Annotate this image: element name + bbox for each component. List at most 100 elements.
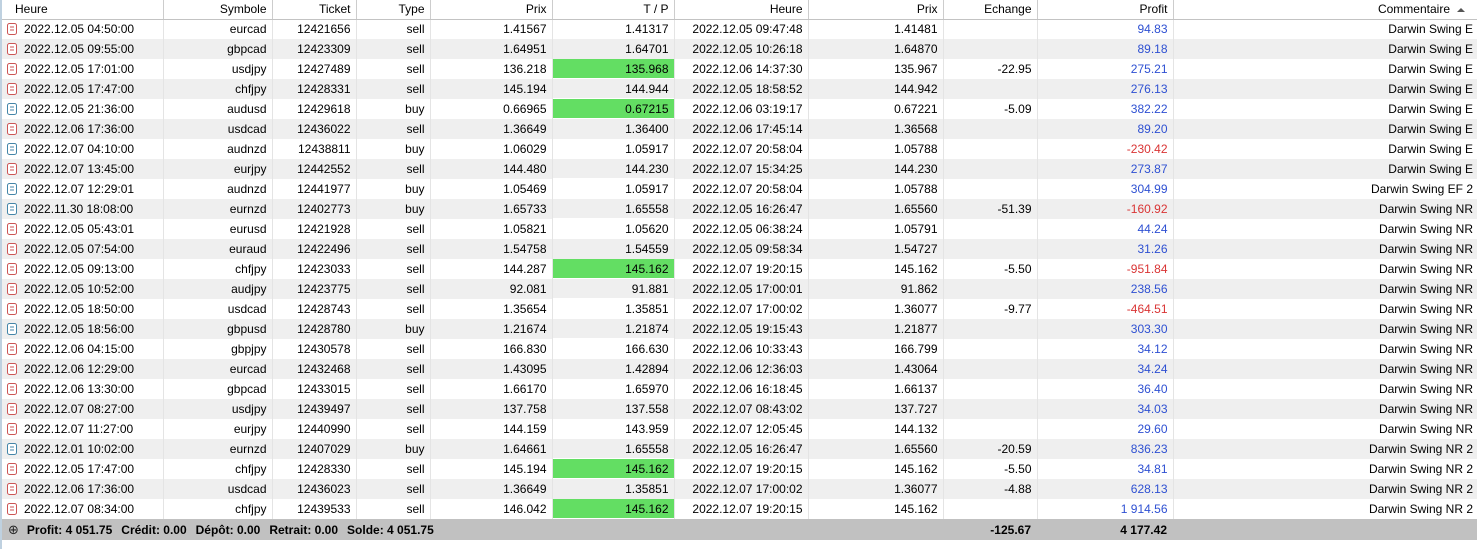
- open-time-cell: 2022.12.07 13:45:00: [2, 159, 164, 179]
- table-row[interactable]: 2022.12.05 17:01:00 usdjpy 12427489 sell 136…: [2, 59, 1477, 79]
- profit-cell: 34.81: [1037, 459, 1174, 479]
- column-header-close-time[interactable]: Heure: [674, 0, 809, 20]
- column-header-open-price[interactable]: Prix: [430, 0, 553, 20]
- open-time-text: 2022.12.05 10:52:00: [24, 282, 135, 296]
- table-row[interactable]: 2022.12.05 05:43:01 eurusd 12421928 sell 1.0…: [2, 219, 1477, 239]
- column-header-symbol[interactable]: Symbole: [163, 0, 273, 20]
- column-header-type[interactable]: Type: [356, 0, 431, 20]
- column-header-swap[interactable]: Echange: [943, 0, 1038, 20]
- ticket-cell: 12428331: [272, 79, 357, 99]
- close-time-cell: 2022.12.07 17:00:02: [674, 479, 809, 499]
- open-time-cell: 2022.12.05 07:54:00: [2, 239, 164, 259]
- summary-item: Crédit: 0.00: [121, 522, 187, 537]
- table-row[interactable]: 2022.12.05 07:54:00 euraud 12422496 sell 1.5…: [2, 239, 1477, 259]
- sell-trade-icon: [7, 343, 17, 355]
- table-row[interactable]: 2022.12.07 11:27:00 eurjpy 12440990 sell 144…: [2, 419, 1477, 439]
- tp-cell: 143.959: [552, 419, 675, 439]
- close-time-cell: 2022.12.05 16:26:47: [674, 199, 809, 219]
- table-row[interactable]: 2022.12.05 17:47:00 chfjpy 12428330 sell 145…: [2, 459, 1477, 479]
- swap-cell: [943, 39, 1038, 59]
- close-price-cell: 1.54727: [808, 239, 944, 259]
- ticket-cell: 12436023: [272, 479, 357, 499]
- table-row[interactable]: 2022.12.07 08:34:00 chfjpy 12439533 sell 146…: [2, 499, 1477, 519]
- tp-cell: 137.558: [552, 399, 675, 419]
- open-time-text: 2022.12.07 04:10:00: [24, 142, 135, 156]
- tp-cell: 166.630: [552, 339, 675, 359]
- table-row[interactable]: 2022.12.07 04:10:00 audnzd 12438811 buy 1.06…: [2, 139, 1477, 159]
- open-price-cell: 92.081: [430, 279, 553, 299]
- type-cell: sell: [356, 259, 431, 279]
- close-price-cell: 1.36077: [808, 299, 944, 319]
- open-price-cell: 1.06029: [430, 139, 553, 159]
- column-header-profit[interactable]: Profit: [1037, 0, 1174, 20]
- comment-cell: Darwin Swing E: [1173, 79, 1477, 99]
- column-header-ticket[interactable]: Ticket: [272, 0, 357, 20]
- sell-trade-icon: [7, 163, 17, 175]
- table-row[interactable]: 2022.12.05 09:55:00 gbpcad 12423309 sell 1.6…: [2, 39, 1477, 59]
- table-row[interactable]: 2022.12.06 04:15:00 gbpjpy 12430578 sell 166…: [2, 339, 1477, 359]
- open-time-text: 2022.12.05 21:36:00: [24, 102, 135, 116]
- type-cell: sell: [356, 299, 431, 319]
- column-header-close-price[interactable]: Prix: [808, 0, 944, 20]
- type-cell: sell: [356, 499, 431, 519]
- close-price-cell: 1.66137: [808, 379, 944, 399]
- ticket-cell: 12440990: [272, 419, 357, 439]
- open-time-text: 2022.12.06 13:30:00: [24, 382, 135, 396]
- table-row[interactable]: 2022.11.30 18:08:00 eurnzd 12402773 buy 1.65…: [2, 199, 1477, 219]
- ticket-cell: 12422496: [272, 239, 357, 259]
- open-time-cell: 2022.12.05 04:50:00: [2, 19, 164, 39]
- table-row[interactable]: 2022.12.05 18:50:00 usdcad 12428743 sell 1.3…: [2, 299, 1477, 319]
- profit-cell: 836.23: [1037, 439, 1174, 459]
- table-row[interactable]: 2022.12.05 18:56:00 gbpusd 12428780 buy 1.21…: [2, 319, 1477, 339]
- profit-cell: -230.42: [1037, 139, 1174, 159]
- table-row[interactable]: 2022.12.01 10:02:00 eurnzd 12407029 buy 1.64…: [2, 439, 1477, 459]
- open-price-cell: 146.042: [430, 499, 553, 519]
- table-row[interactable]: 2022.12.06 13:30:00 gbpcad 12433015 sell 1.6…: [2, 379, 1477, 399]
- close-time-cell: 2022.12.05 16:26:47: [674, 439, 809, 459]
- swap-cell: [943, 119, 1038, 139]
- close-time-cell: 2022.12.06 14:37:30: [674, 59, 809, 79]
- column-header-comment[interactable]: Commentaire: [1173, 0, 1477, 20]
- symbol-cell: eurjpy: [163, 419, 273, 439]
- column-header-tp[interactable]: T / P: [552, 0, 675, 20]
- table-row[interactable]: 2022.12.05 10:52:00 audjpy 12423775 sell 92.…: [2, 279, 1477, 299]
- table-row[interactable]: 2022.12.05 04:50:00 eurcad 12421656 sell 1.4…: [2, 19, 1477, 39]
- expand-icon[interactable]: ⊕: [8, 522, 19, 537]
- type-cell: buy: [356, 199, 431, 219]
- table-row[interactable]: 2022.12.05 21:36:00 audusd 12429618 buy 0.66…: [2, 99, 1477, 119]
- profit-cell: 34.24: [1037, 359, 1174, 379]
- open-time-cell: 2022.12.07 08:27:00: [2, 399, 164, 419]
- symbol-cell: eurnzd: [163, 199, 273, 219]
- table-row[interactable]: 2022.12.05 09:13:00 chfjpy 12423033 sell 144…: [2, 259, 1477, 279]
- symbol-cell: audusd: [163, 99, 273, 119]
- table-row[interactable]: 2022.12.07 08:27:00 usdjpy 12439497 sell 137…: [2, 399, 1477, 419]
- table-row[interactable]: 2022.12.05 17:47:00 chfjpy 12428331 sell 145…: [2, 79, 1477, 99]
- sell-trade-icon: [7, 383, 17, 395]
- symbol-cell: gbpcad: [163, 39, 273, 59]
- tp-cell: 1.54559: [552, 239, 675, 259]
- symbol-cell: usdcad: [163, 119, 273, 139]
- profit-cell: 44.24: [1037, 219, 1174, 239]
- ticket-cell: 12433015: [272, 379, 357, 399]
- tp-cell: 1.35851: [552, 479, 675, 499]
- open-time-text: 2022.12.06 17:36:00: [24, 482, 135, 496]
- table-row[interactable]: 2022.12.06 17:36:00 usdcad 12436022 sell 1.3…: [2, 119, 1477, 139]
- comment-cell: Darwin Swing E: [1388, 22, 1473, 37]
- table-row[interactable]: 2022.12.07 12:29:01 audnzd 12441977 buy 1.05…: [2, 179, 1477, 199]
- symbol-cell: chfjpy: [163, 259, 273, 279]
- sell-trade-icon: [7, 403, 17, 415]
- open-price-cell: 137.758: [430, 399, 553, 419]
- table-row[interactable]: 2022.12.07 13:45:00 eurjpy 12442552 sell 144…: [2, 159, 1477, 179]
- open-time-text: 2022.12.05 17:47:00: [24, 82, 135, 96]
- close-time-cell: 2022.12.06 17:45:14: [674, 119, 809, 139]
- profit-cell: 34.12: [1037, 339, 1174, 359]
- profit-cell: -464.51: [1037, 299, 1174, 319]
- table-row[interactable]: 2022.12.06 12:29:00 eurcad 12432468 sell 1.4…: [2, 359, 1477, 379]
- table-row[interactable]: 2022.12.06 17:36:00 usdcad 12436023 sell 1.3…: [2, 479, 1477, 499]
- swap-cell: [943, 179, 1038, 199]
- column-header-open-time[interactable]: Heure: [2, 0, 164, 20]
- close-time-cell: 2022.12.05 17:00:01: [674, 279, 809, 299]
- table-body: 2022.12.05 04:50:00 eurcad 12421656 sell 1.4…: [2, 19, 1477, 519]
- tp-cell: 135.968: [552, 59, 675, 79]
